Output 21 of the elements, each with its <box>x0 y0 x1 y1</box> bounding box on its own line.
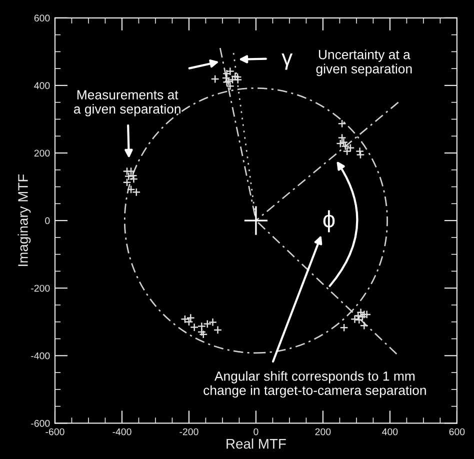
x-tick-label: -200 <box>180 428 198 436</box>
x-axis-title: Real MTF <box>226 438 286 449</box>
y-tick-label: -400 <box>31 352 50 360</box>
y-tick-label: 400 <box>34 82 50 90</box>
y-axis-title: Imaginary MTF <box>18 174 31 266</box>
y-tick-label: 600 <box>34 14 50 22</box>
annotation: ϕ <box>323 210 335 232</box>
annotation: Uncertainty at a given separation <box>316 50 412 76</box>
annotation: Measurements at a given separation <box>74 90 180 116</box>
y-tick-label: 0 <box>45 217 50 224</box>
x-tick-label: -400 <box>112 428 132 436</box>
x-tick-label: 600 <box>449 428 465 436</box>
y-tick-label: -600 <box>31 420 50 427</box>
annotation: Angular shift corresponds to 1 mm change in target-to-camera separation <box>204 371 426 398</box>
x-tick-label: -600 <box>46 428 64 436</box>
y-tick-label: 200 <box>34 150 50 157</box>
annotation: γ <box>282 53 293 70</box>
y-tick-label: -200 <box>31 284 50 292</box>
x-tick-label: 400 <box>382 428 398 436</box>
x-tick-label: 200 <box>315 428 331 436</box>
x-tick-label: 0 <box>254 428 258 436</box>
